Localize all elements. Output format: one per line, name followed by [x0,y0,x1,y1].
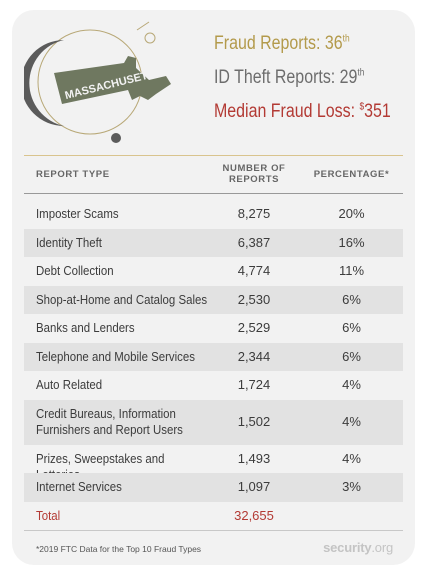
table-row: Telephone and Mobile Services 2,344 6% [24,342,403,371]
row-percentage: 6% [342,291,361,307]
row-number: 2,344 [237,348,271,364]
table-total-row: Total 32,655 [24,502,403,530]
stats-panel: Fraud Reports: 36th ID Theft Reports: 29… [214,34,424,136]
row-report-type: Auto Related [36,377,103,393]
median-fraud-loss: Median Fraud Loss: $351 [214,101,391,122]
brand-logo: security.org [323,540,393,555]
row-number: 1,493 [237,450,271,466]
row-report-type: Credit Bureaus, Information Furnishers a… [36,405,183,437]
footnote: *2019 FTC Data for the Top 10 Fraud Type… [36,544,202,554]
row-report-type: Debt Collection [36,263,114,279]
row-percentage: 6% [342,320,361,336]
table-row: Identity Theft 6,387 16% [24,228,403,257]
massachusetts-state-map-icon: MASSACHUSETTS [24,21,171,143]
table-row: Banks and Lenders 2,529 6% [24,314,403,343]
column-header-number: NUMBER OF REPORTS [222,163,286,185]
row-percentage: 6% [342,348,361,364]
row-report-type: Telephone and Mobile Services [36,348,195,364]
row-percentage: 11% [338,263,365,279]
total-label: Total [36,507,61,523]
row-number: 6,387 [237,234,271,250]
id-theft-reports-rank: ID Theft Reports: 29th [214,67,365,88]
table-header: REPORT TYPE NUMBER OF REPORTS PERCENTAGE… [24,157,403,193]
table-row: Auto Related 1,724 4% [24,371,403,400]
row-percentage: 4% [342,450,361,466]
fraud-reports-rank: Fraud Reports: 36th [214,33,350,54]
fraud-table-body: Imposter Scams 8,275 20% Identity Theft 6,38… [24,200,403,530]
row-number: 1,724 [237,377,271,393]
row-percentage: 4% [342,377,361,393]
row-number: 2,530 [237,291,271,307]
row-number: 4,774 [237,263,271,279]
column-header-report-type: REPORT TYPE [36,169,110,180]
row-percentage: 4% [342,414,361,429]
row-report-type: Banks and Lenders [36,320,135,336]
row-report-type: Imposter Scams [36,206,119,222]
table-row: Debt Collection 4,774 11% [24,257,403,286]
row-report-type: Shop-at-Home and Catalog Sales [36,291,208,307]
column-header-percentage: PERCENTAGE* [313,169,390,180]
table-row: Internet Services 1,097 3% [24,473,403,502]
header-divider [24,155,403,156]
table-row: Shop-at-Home and Catalog Sales 2,530 6% [24,285,403,314]
table-header-divider [24,193,403,194]
footer-divider [24,530,403,531]
row-number: 8,275 [237,206,271,222]
row-percentage: 16% [338,234,365,250]
row-percentage: 3% [342,479,361,495]
row-number: 2,529 [237,320,271,336]
row-report-type: Identity Theft [36,234,102,250]
row-report-type: Internet Services [36,479,122,495]
row-percentage: 20% [338,206,365,222]
table-row: Imposter Scams 8,275 20% [24,200,403,229]
row-number: 1,097 [237,479,271,495]
total-number: 32,655 [234,507,274,523]
row-number: 1,502 [237,414,271,429]
table-row: Credit Bureaus, Information Furnishers a… [24,399,403,445]
